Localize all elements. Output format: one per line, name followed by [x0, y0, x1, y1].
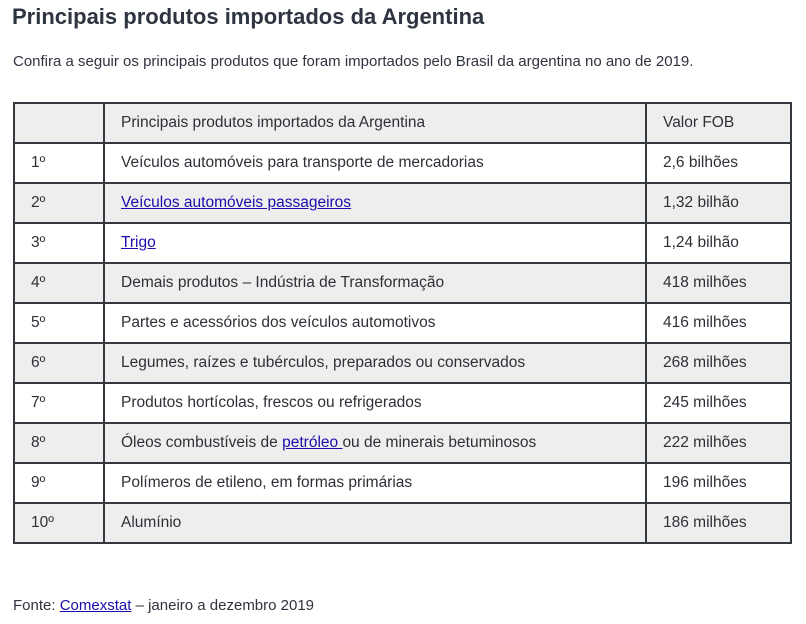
rank-cell: 6º: [13, 342, 105, 384]
product-cell: Polímeros de etileno, em formas primária…: [103, 462, 647, 504]
header-rank: [13, 102, 105, 144]
rank-cell: 2º: [13, 182, 105, 224]
product-cell: Produtos hortícolas, frescos ou refriger…: [103, 382, 647, 424]
rank-cell: 5º: [13, 302, 105, 344]
product-link-passenger-vehicles[interactable]: Veículos automóveis passageiros: [121, 194, 352, 211]
rank-cell: 8º: [13, 422, 105, 464]
product-text-pre: Óleos combustíveis de: [121, 434, 283, 451]
product-cell: Veículos automóveis para transporte de m…: [103, 142, 647, 184]
value-cell: 186 milhões: [645, 502, 792, 544]
source-link-comexstat[interactable]: Comexstat: [59, 597, 132, 614]
table-row: 8º Óleos combustíveis de petróleo ou de …: [13, 422, 792, 464]
table-header-row: Principais produtos importados da Argent…: [13, 102, 792, 144]
value-cell: 268 milhões: [645, 342, 792, 384]
rank-cell: 7º: [13, 382, 105, 424]
product-cell: Trigo: [103, 222, 647, 264]
value-cell: 196 milhões: [645, 462, 792, 504]
product-link-wheat[interactable]: Trigo: [121, 234, 156, 251]
header-value: Valor FOB: [645, 102, 792, 144]
table-row: 9º Polímeros de etileno, em formas primá…: [13, 462, 792, 504]
product-cell: Demais produtos – Indústria de Transform…: [103, 262, 647, 304]
rank-cell: 10º: [13, 502, 105, 544]
page-title: Principais produtos importados da Argent…: [12, 4, 485, 29]
value-cell: 416 milhões: [645, 302, 792, 344]
intro-paragraph: Confira a seguir os principais produtos …: [13, 53, 694, 70]
rank-cell: 3º: [13, 222, 105, 264]
table-row: 4º Demais produtos – Indústria de Transf…: [13, 262, 792, 304]
product-text-post: ou de minerais betuminosos: [342, 434, 537, 451]
product-link-petroleum[interactable]: petróleo: [282, 434, 343, 451]
header-product: Principais produtos importados da Argent…: [103, 102, 647, 144]
table-row: 5º Partes e acessórios dos veículos auto…: [13, 302, 792, 344]
value-cell: 418 milhões: [645, 262, 792, 304]
table-row: 1º Veículos automóveis para transporte d…: [13, 142, 792, 184]
table-row: 2º Veículos automóveis passageiros 1,32 …: [13, 182, 792, 224]
product-cell: Alumínio: [103, 502, 647, 544]
source-note: Fonte: Comexstat – janeiro a dezembro 20…: [13, 597, 314, 614]
value-cell: 2,6 bilhões: [645, 142, 792, 184]
value-cell: 1,24 bilhão: [645, 222, 792, 264]
source-suffix: – janeiro a dezembro 2019: [131, 597, 315, 614]
table-row: 10º Alumínio 186 milhões: [13, 502, 792, 544]
table-row: 6º Legumes, raízes e tubérculos, prepara…: [13, 342, 792, 384]
rank-cell: 4º: [13, 262, 105, 304]
value-cell: 245 milhões: [645, 382, 792, 424]
table-row: 7º Produtos hortícolas, frescos ou refri…: [13, 382, 792, 424]
imports-table: Principais produtos importados da Argent…: [13, 102, 792, 544]
product-cell: Óleos combustíveis de petróleo ou de min…: [103, 422, 647, 464]
source-prefix: Fonte:: [13, 597, 60, 614]
rank-cell: 9º: [13, 462, 105, 504]
table-row: 3º Trigo 1,24 bilhão: [13, 222, 792, 264]
product-cell: Veículos automóveis passageiros: [103, 182, 647, 224]
product-cell: Partes e acessórios dos veículos automot…: [103, 302, 647, 344]
rank-cell: 1º: [13, 142, 105, 184]
product-cell: Legumes, raízes e tubérculos, preparados…: [103, 342, 647, 384]
value-cell: 1,32 bilhão: [645, 182, 792, 224]
value-cell: 222 milhões: [645, 422, 792, 464]
